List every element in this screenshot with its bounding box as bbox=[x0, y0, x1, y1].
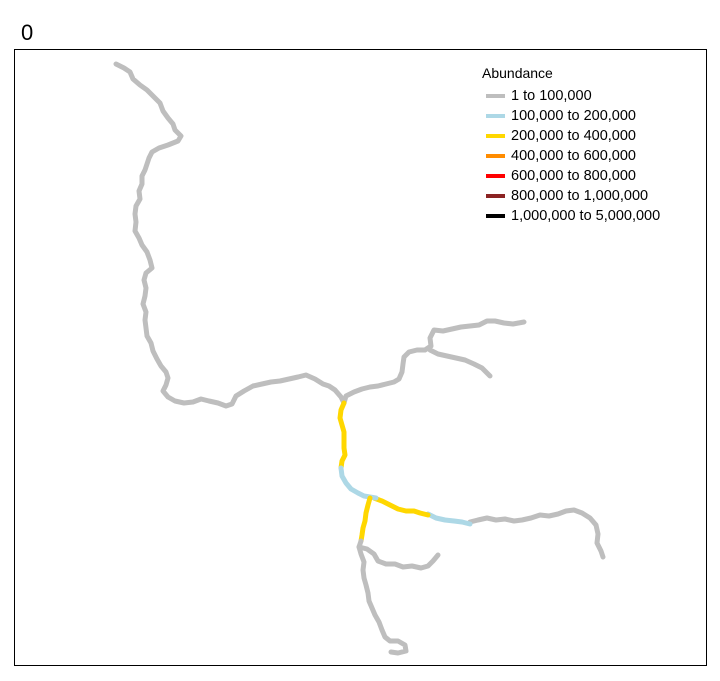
legend-item: 1 to 100,000 bbox=[482, 86, 660, 106]
legend-key bbox=[486, 134, 505, 138]
river-segment-south-reach bbox=[358, 495, 373, 544]
map-frame bbox=[14, 49, 707, 666]
river-segment-east-tributary bbox=[467, 507, 606, 560]
river-segment-northeast-upper-branch bbox=[341, 318, 527, 406]
legend-label: 400,000 to 600,000 bbox=[511, 148, 636, 164]
panel-title: 0 bbox=[21, 20, 34, 45]
legend-item: 200,000 to 400,000 bbox=[482, 126, 660, 146]
legend-label: 1 to 100,000 bbox=[511, 88, 592, 104]
river-segment-confluence-reach bbox=[338, 465, 379, 501]
legend-label: 100,000 to 200,000 bbox=[511, 108, 636, 124]
river-segment-east-reach bbox=[371, 495, 431, 518]
legend-key bbox=[486, 214, 505, 218]
legend-label: 600,000 to 800,000 bbox=[511, 168, 636, 184]
legend-title: Abundance bbox=[482, 65, 553, 81]
legend-label: 200,000 to 400,000 bbox=[511, 128, 636, 144]
legend-item: 100,000 to 200,000 bbox=[482, 106, 660, 126]
legend-item: 400,000 to 600,000 bbox=[482, 146, 660, 166]
river-segment-southeast-tributary bbox=[356, 544, 441, 571]
legend-label: 800,000 to 1,000,000 bbox=[511, 188, 649, 204]
river-segment-central-reach bbox=[337, 400, 348, 471]
legend-item: 1,000,000 to 5,000,000 bbox=[482, 206, 660, 226]
river-segment-northwest-main-stem bbox=[113, 61, 347, 409]
river-segment-northeast-lower-branch bbox=[427, 347, 493, 379]
legend-item: 600,000 to 800,000 bbox=[482, 166, 660, 186]
legend-label: 1,000,000 to 5,000,000 bbox=[511, 208, 661, 224]
river-segment-east-tributary-lower bbox=[425, 511, 473, 527]
legend-key bbox=[486, 94, 505, 98]
legend-item: 800,000 to 1,000,000 bbox=[482, 186, 660, 206]
river-segment-south-main-stem bbox=[356, 538, 409, 656]
legend-key bbox=[486, 114, 505, 118]
legend: Abundance 1 to 100,000 100,000 to 200,00… bbox=[482, 65, 660, 226]
legend-key bbox=[486, 154, 505, 158]
legend-key bbox=[486, 194, 505, 198]
legend-key bbox=[486, 174, 505, 178]
